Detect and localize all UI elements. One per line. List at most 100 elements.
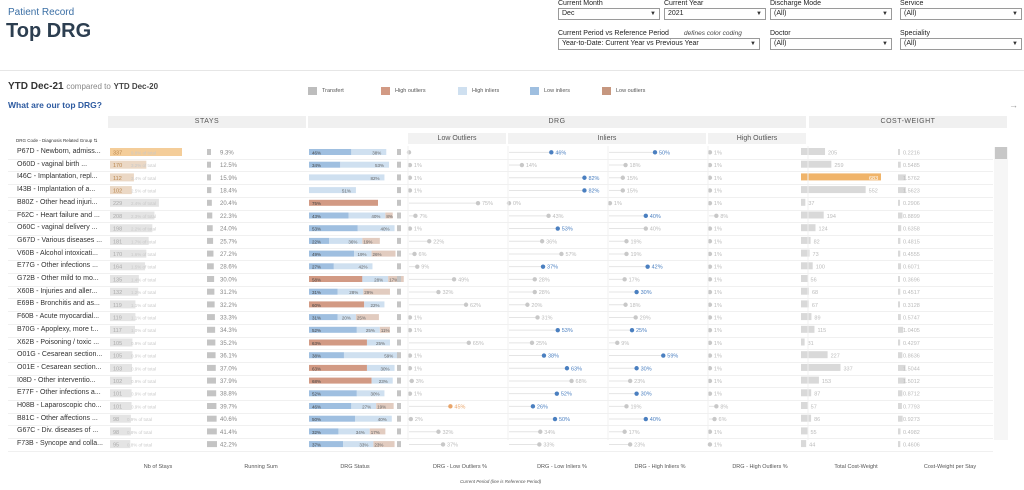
drg-row-label[interactable]: E77G - Other infections ... — [17, 262, 98, 270]
row-divider — [8, 438, 993, 440]
chevron-down-icon[interactable]: ▼ — [650, 11, 656, 17]
low-outliers-label: 6% — [419, 252, 427, 258]
period-select[interactable]: Year-to-Date: Current Year vs Previous Y… — [558, 38, 760, 50]
service-filter[interactable]: Service (All) ▼ — [900, 0, 1022, 20]
high-inliers-label: 18% — [630, 303, 641, 309]
status-seg-2-label: 28% — [374, 277, 383, 282]
drg-row-label[interactable]: H08B - Laparoscopic cho... — [17, 402, 102, 409]
speciality-filter[interactable]: Speciality (All) ▼ — [900, 30, 1022, 50]
legend-swatch — [458, 87, 467, 95]
stays-value: 98 — [113, 417, 119, 423]
drg-row-label[interactable]: O60D - vaginal birth ... — [17, 160, 88, 168]
drg-row-label[interactable]: G67C - Div. diseases of ... — [17, 427, 99, 435]
low-inliers-label: 52% — [561, 392, 572, 398]
scrollbar-thumb[interactable] — [995, 147, 1007, 159]
low-inliers-label: 63% — [571, 366, 582, 372]
current-month-filter[interactable]: Current Month Dec ▼ — [558, 0, 660, 20]
status-seg-1 — [309, 428, 339, 435]
current-year-select[interactable]: 2021 ▼ — [664, 8, 766, 20]
drg-row-label[interactable]: B80Z - Other head injuri... — [17, 198, 98, 206]
stays-pct-label: 1.4% of total — [131, 277, 156, 282]
discharge-mode-filter[interactable]: Discharge Mode (All) ▼ — [770, 0, 892, 20]
row-divider — [8, 260, 993, 262]
doctor-select[interactable]: (All) ▼ — [770, 38, 892, 50]
status-seg-3-label: 19% — [377, 404, 386, 409]
row-divider — [8, 247, 993, 249]
drg-row-label[interactable]: X62B - Poisoning / toxic ... — [17, 338, 100, 346]
stays-bar — [110, 313, 136, 322]
section-question[interactable]: What are our top DRG? — [8, 100, 102, 110]
status-seg-1 — [309, 237, 330, 244]
high-inliers-label: 23% — [634, 379, 645, 385]
drg-row-label[interactable]: B70G - Apoplexy, more t... — [17, 325, 99, 333]
row-divider — [8, 400, 993, 401]
chevron-down-icon[interactable]: ▼ — [750, 41, 756, 47]
running-value: 40.6% — [220, 417, 238, 423]
stays-value: 337 — [113, 150, 122, 156]
cw-stay-bar — [898, 250, 901, 257]
drg-row-label[interactable]: F73B - Syncope and colla... — [17, 440, 103, 448]
drg-row-label[interactable]: G72B - Other mild to mo... — [17, 275, 99, 282]
running-bar — [207, 237, 214, 244]
drg-row-label[interactable]: I43B - Implantation of a... — [17, 186, 96, 194]
period-filter[interactable]: Current Period vs Reference Period defin… — [558, 30, 760, 50]
drg-row-label[interactable]: G67D - Various diseases ... — [17, 236, 103, 244]
drg-row-label[interactable]: X60B - Injuries and aller... — [17, 287, 98, 295]
chevron-down-icon[interactable]: ▼ — [756, 11, 762, 17]
drg-row-label[interactable]: I46C - Implantation, repl... — [17, 173, 98, 181]
current-year-filter[interactable]: Current Year 2021 ▼ — [664, 0, 766, 20]
chevron-down-icon[interactable]: ▼ — [1012, 41, 1018, 47]
status-seg-2 — [348, 212, 386, 219]
status-seg-end — [397, 403, 401, 409]
status-seg-1-label: 32% — [312, 430, 321, 435]
drg-row-label[interactable]: O01E - Cesarean section... — [17, 363, 102, 371]
chevron-down-icon[interactable]: ▼ — [882, 11, 888, 17]
filter-label: Doctor — [770, 30, 791, 37]
drg-row-label[interactable]: P67D - Newborn, admiss... — [17, 148, 101, 155]
status-seg-2-label: 40% — [378, 417, 387, 422]
low-outliers-dot — [448, 404, 453, 409]
drg-row-label[interactable]: I08D - Other interventio... — [17, 376, 96, 384]
filter-value: Year-to-Date: Current Year vs Previous Y… — [562, 40, 699, 47]
drg-row-label[interactable]: O60C - vaginal delivery ... — [17, 224, 98, 232]
chevron-down-icon[interactable]: ▼ — [882, 41, 888, 47]
discharge-mode-select[interactable]: (All) ▼ — [770, 8, 892, 20]
total-cw-value: 153 — [822, 379, 831, 385]
status-seg-2-label: 28% — [349, 290, 358, 295]
speciality-select[interactable]: (All) ▼ — [900, 38, 1022, 50]
low-outliers-label: 22% — [433, 239, 444, 245]
drg-row-label[interactable]: V60B - Alcohol intoxicati... — [17, 249, 98, 257]
footer-note: Current Period (line is Reference Period… — [460, 479, 542, 484]
sort-icon[interactable]: ⇅ — [93, 138, 98, 143]
drg-row-label[interactable]: E69B - Bronchitis and as... — [17, 300, 100, 308]
service-select[interactable]: (All) ▼ — [900, 8, 1022, 20]
drg-row-label[interactable]: B81C - Other affections ... — [17, 414, 98, 422]
cw-stay-value: 0.4982 — [903, 430, 920, 436]
high-inliers-label: 23% — [634, 442, 645, 448]
current-month-select[interactable]: Dec ▼ — [558, 8, 660, 20]
doctor-filter[interactable]: Doctor (All) ▼ — [770, 30, 892, 50]
status-seg-2-label: 36% — [348, 239, 357, 244]
status-seg-2-label: 23% — [379, 379, 388, 384]
scrollbar-track[interactable] — [994, 147, 1008, 440]
running-value: 25.7% — [220, 239, 238, 245]
drg-row-label[interactable]: O01G - Cesarean section... — [17, 351, 103, 359]
breadcrumb[interactable]: Patient Record — [8, 7, 75, 18]
low-inliers-dot — [530, 404, 536, 409]
high-outliers-dot — [707, 353, 713, 358]
filter-value: Dec — [562, 10, 575, 17]
cw-stay-bar — [898, 441, 901, 448]
chevron-down-icon[interactable]: ▼ — [1012, 11, 1018, 17]
filter-value: (All) — [774, 10, 787, 17]
low-outliers-subheader: Low Outliers — [408, 133, 506, 144]
drg-row-label[interactable]: F60B - Acute myocardial... — [17, 313, 100, 321]
status-seg-3-label: 23% — [374, 442, 383, 447]
cw-stay-bar — [898, 225, 902, 232]
drg-row-label[interactable]: F62C - Heart failure and ... — [17, 211, 100, 219]
status-seg-1 — [309, 161, 341, 168]
drg-row-label[interactable]: E77F - Other infections a... — [17, 389, 101, 397]
low-outliers-label: 1% — [414, 315, 422, 321]
arrow-right-icon[interactable]: → — [1009, 100, 1018, 110]
low-outliers-dot — [440, 442, 446, 447]
status-seg-2-label: 59% — [384, 354, 393, 359]
